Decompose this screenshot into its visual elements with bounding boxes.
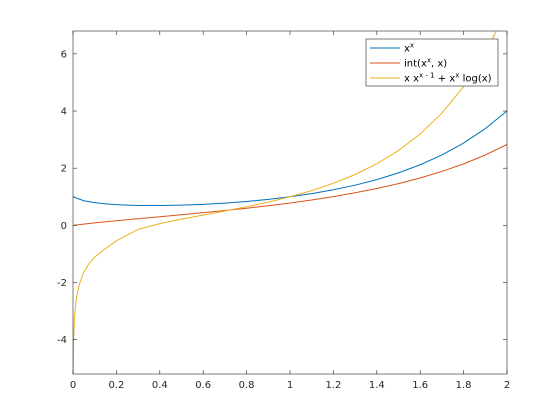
y-tick-label: -2 xyxy=(57,278,67,289)
x-tick-label: 2 xyxy=(504,380,510,391)
y-tick-label: 6 xyxy=(61,49,67,60)
x-tick-label: 1 xyxy=(287,380,293,391)
tick-layer: 0 0.2 0.4 0.6 0.8 1 1.2 1.4 1.6 1.8 2 -4 -2 0 2 4 6 xyxy=(57,31,510,391)
x-tick-label: 1.6 xyxy=(412,380,428,391)
y-tick-label: 2 xyxy=(61,164,67,175)
x-tick-label: 0.6 xyxy=(195,380,211,391)
x-tick-label: 0.8 xyxy=(239,380,255,391)
x-tick-label: 0.2 xyxy=(108,380,124,391)
x-tick-label: 1.4 xyxy=(369,380,385,391)
legend-label-2: int(xx, x) xyxy=(404,57,447,70)
y-tick-label: -4 xyxy=(57,335,67,346)
y-tick-label: 4 xyxy=(61,107,67,118)
legend: xx int(xx, x) x xx - 1 + xx log(x) xyxy=(365,38,499,87)
series-line-2 xyxy=(73,143,507,226)
legend-label-3: x xx - 1 + xx log(x) xyxy=(404,72,492,85)
x-tick-label: 1.2 xyxy=(325,380,341,391)
legend-label-1: xx xyxy=(404,42,414,55)
y-tick-label: 0 xyxy=(61,221,67,232)
series-layer xyxy=(73,31,507,374)
x-tick-label: 0.4 xyxy=(152,380,168,391)
x-tick-label: 0 xyxy=(70,380,76,391)
series-line-3 xyxy=(73,31,497,374)
series-line-1 xyxy=(73,110,507,207)
x-tick-label: 1.8 xyxy=(456,380,472,391)
